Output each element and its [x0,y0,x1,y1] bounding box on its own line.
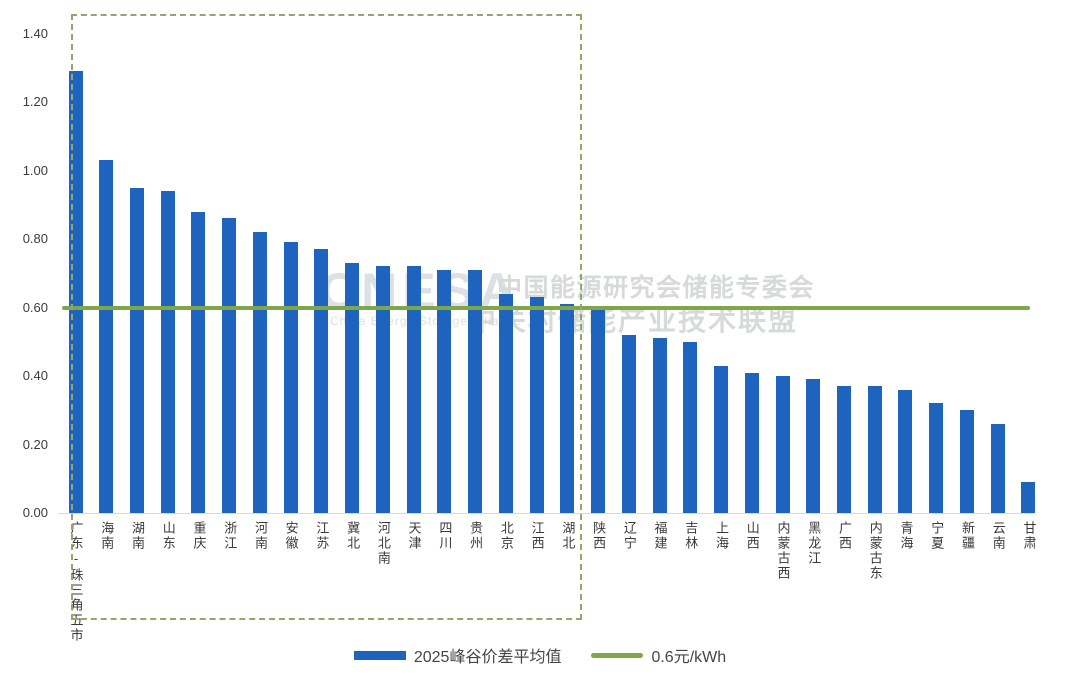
x-axis-label: 江西 [529,521,545,551]
legend: 2025峰谷价差平均值 0.6元/kWh [0,641,1080,669]
x-axis-label: 浙江 [222,521,238,551]
x-axis-label: 湖南 [129,521,145,551]
x-axis-label: 内蒙古西 [775,521,791,581]
bar [652,338,667,513]
y-axis-tick: 0.40 [22,368,48,383]
x-axis-label: 江苏 [314,521,330,551]
x-axis-label: 上海 [714,521,730,551]
bar [529,297,544,513]
x-axis-label: 黑龙江 [806,521,822,566]
x-axis-label: 天津 [406,521,422,551]
line-swatch-icon [591,652,644,658]
reference-line-0.6 [62,305,1030,310]
x-axis-label: 北京 [498,521,514,551]
bar [959,410,974,513]
bar [160,191,175,513]
y-axis-tick: 0.80 [22,231,48,246]
x-axis-label: 海南 [99,521,115,551]
x-axis-label: 山西 [744,521,760,551]
y-axis-tick: 1.00 [22,162,48,178]
bar [744,372,759,513]
bar [191,211,206,513]
bar [314,249,329,513]
bar [1021,482,1036,513]
bar [837,386,851,513]
bar [990,423,1005,513]
x-axis-label: 山东 [160,521,176,551]
x-axis-label: 四川 [437,521,453,551]
bar [560,304,575,513]
bar [222,218,237,513]
bar [621,334,636,513]
bar [468,269,483,513]
x-axis-label: 陕西 [591,521,607,551]
x-axis-label: 重庆 [191,521,207,551]
x-axis-label: 河南 [252,521,268,551]
bar [898,389,913,513]
watermark-org-line1: 中国能源研究会储能专委会 [497,274,816,302]
bar [252,232,267,513]
bar [345,262,360,513]
x-axis-label: 内蒙古东 [867,521,883,581]
y-axis-tick: 1.20 [22,94,48,109]
x-axis-label: 吉林 [683,521,699,551]
x-axis-label: 冀北 [345,521,361,551]
y-axis-tick: 1.40 [22,25,48,41]
x-axis-label: 甘肃 [1021,521,1037,551]
bar [683,341,698,513]
bar [714,365,729,513]
x-axis-label: 安徽 [283,521,299,551]
bar [283,242,298,513]
x-axis-label: 河北南 [375,521,391,566]
x-axis-label: 湖北 [560,521,576,551]
bar [775,376,790,513]
legend-item-bar-series: 2025峰谷价差平均值 [353,643,562,667]
bar [437,269,452,513]
bar [129,187,144,513]
bar [68,71,83,513]
bar [929,403,944,513]
x-axis-line [58,513,1034,514]
y-axis-tick: 0.60 [22,299,48,315]
x-axis-label: 福建 [652,521,668,551]
x-axis-label: 广西 [837,521,852,551]
bar [806,379,821,513]
bar [867,386,882,513]
bar [591,307,606,513]
y-axis-tick: 0.20 [22,436,48,452]
x-axis-label: 云南 [990,521,1006,551]
x-axis-label: 广东-珠三角五市 [68,521,84,643]
legend-bar-label: 2025峰谷价差平均值 [413,649,562,666]
bar [406,266,421,513]
legend-line-label: 0.6元/kWh [651,649,727,666]
x-axis-label: 宁夏 [929,521,945,551]
x-axis-label: 青海 [898,521,914,551]
x-axis-label: 贵州 [468,521,484,551]
legend-item-reference-line: 0.6元/kWh [591,643,726,667]
bar [375,266,390,513]
x-axis-label: 辽宁 [621,521,637,551]
y-axis-tick: 0.00 [22,505,48,520]
bar [99,160,114,513]
bar-swatch-icon [353,650,406,660]
bar [498,293,513,513]
x-axis-label: 新疆 [959,521,975,551]
